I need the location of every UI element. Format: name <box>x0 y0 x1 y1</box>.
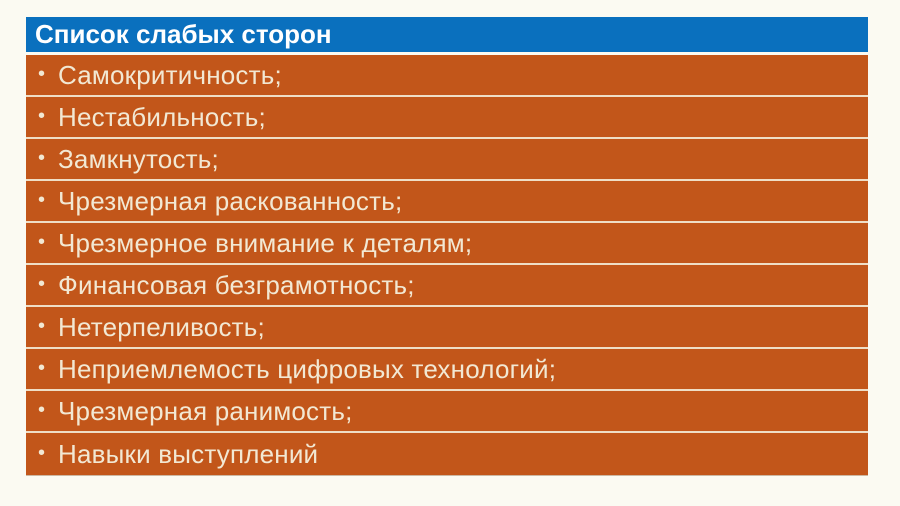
list-item: • Чрезмерная раскованность; <box>26 181 868 223</box>
list-item-label: Нестабильность; <box>58 101 266 132</box>
list-item-label: Чрезмерная раскованность; <box>58 185 403 216</box>
list-item-label: Чрезмерная ранимость; <box>58 395 353 426</box>
list-item-label: Финансовая безграмотность; <box>58 269 415 300</box>
list-header: Список слабых сторон <box>26 17 868 55</box>
list-item: • Финансовая безграмотность; <box>26 265 868 307</box>
list-item-label: Замкнутость; <box>58 143 219 174</box>
list-item-label: Навыки выступлений <box>58 438 319 469</box>
list-item: • Неприемлемость цифровых технологий; <box>26 349 868 391</box>
list-item: • Замкнутость; <box>26 139 868 181</box>
weaknesses-list: Список слабых сторон • Самокритичность; • Н… <box>26 17 868 475</box>
list-item: • Самокритичность; <box>26 55 868 97</box>
list-header-label: Список слабых сторон <box>35 19 332 49</box>
bullet-icon: • <box>38 231 46 253</box>
list-item-label: Неприемлемость цифровых технологий; <box>58 353 557 384</box>
list-rows: • Самокритичность; • Нестабильность; • Замкну… <box>26 55 868 475</box>
bullet-icon: • <box>38 147 46 169</box>
list-item: • Чрезмерное внимание к деталям; <box>26 223 868 265</box>
bullet-icon: • <box>38 63 46 85</box>
bullet-icon: • <box>38 399 46 421</box>
list-item-label: Нетерпеливость; <box>58 311 265 342</box>
bullet-icon: • <box>38 357 46 379</box>
list-item-label: Самокритичность; <box>58 59 282 90</box>
bullet-icon: • <box>38 315 46 337</box>
list-item: • Навыки выступлений <box>26 433 868 475</box>
bullet-icon: • <box>38 105 46 127</box>
list-item: • Нетерпеливость; <box>26 307 868 349</box>
list-item: • Нестабильность; <box>26 97 868 139</box>
bullet-icon: • <box>38 442 46 464</box>
bullet-icon: • <box>38 189 46 211</box>
list-item-label: Чрезмерное внимание к деталям; <box>58 227 473 258</box>
list-item: • Чрезмерная ранимость; <box>26 391 868 433</box>
bullet-icon: • <box>38 273 46 295</box>
